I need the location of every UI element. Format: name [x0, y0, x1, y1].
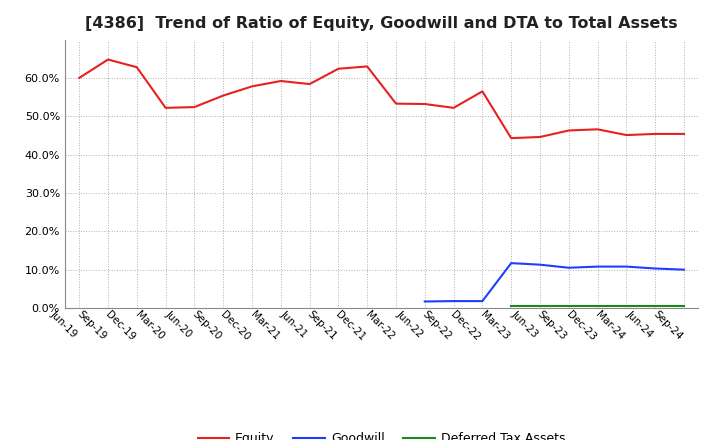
Equity [248, 84, 256, 89]
Equity [593, 127, 602, 132]
Equity [305, 81, 314, 87]
Equity [276, 78, 285, 84]
Goodwill [478, 298, 487, 304]
Equity [219, 93, 228, 98]
Equity [507, 136, 516, 141]
Equity [564, 128, 573, 133]
Goodwill [564, 265, 573, 270]
Deferred Tax Assets [564, 304, 573, 309]
Deferred Tax Assets [507, 304, 516, 309]
Deferred Tax Assets [593, 304, 602, 309]
Equity [420, 101, 429, 106]
Equity [622, 132, 631, 138]
Deferred Tax Assets [680, 304, 688, 309]
Deferred Tax Assets [651, 304, 660, 309]
Goodwill [622, 264, 631, 269]
Goodwill [593, 264, 602, 269]
Equity [75, 75, 84, 81]
Equity [104, 57, 112, 62]
Line: Goodwill: Goodwill [425, 263, 684, 301]
Line: Equity: Equity [79, 59, 684, 138]
Title: [4386]  Trend of Ratio of Equity, Goodwill and DTA to Total Assets: [4386] Trend of Ratio of Equity, Goodwil… [85, 16, 678, 32]
Equity [680, 131, 688, 136]
Goodwill [449, 298, 458, 304]
Goodwill [420, 299, 429, 304]
Deferred Tax Assets [536, 304, 544, 309]
Equity [478, 89, 487, 94]
Equity [190, 104, 199, 110]
Equity [363, 64, 372, 69]
Deferred Tax Assets [622, 304, 631, 309]
Equity [651, 131, 660, 136]
Legend: Equity, Goodwill, Deferred Tax Assets: Equity, Goodwill, Deferred Tax Assets [193, 427, 570, 440]
Equity [449, 105, 458, 110]
Equity [536, 134, 544, 139]
Equity [132, 65, 141, 70]
Goodwill [651, 266, 660, 271]
Equity [334, 66, 343, 71]
Goodwill [536, 262, 544, 268]
Equity [161, 105, 170, 110]
Goodwill [507, 260, 516, 266]
Goodwill [680, 267, 688, 272]
Equity [392, 101, 400, 106]
